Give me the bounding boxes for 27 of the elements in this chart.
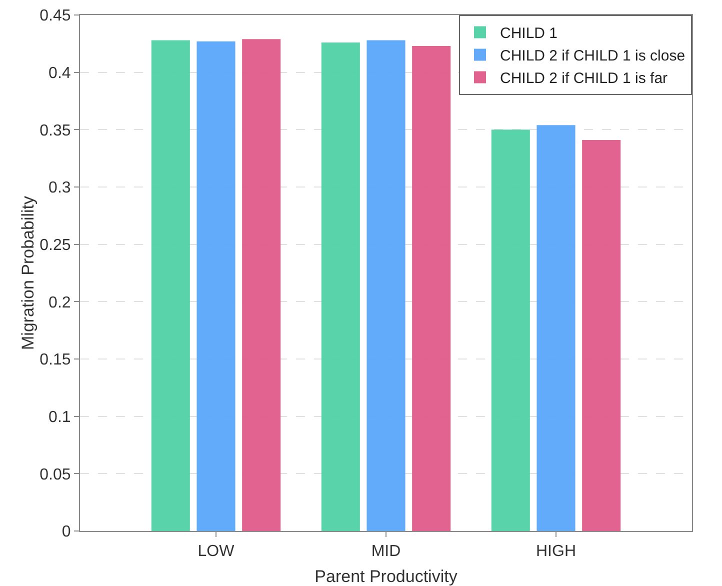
bar bbox=[196, 41, 236, 531]
bar bbox=[151, 40, 190, 531]
bar bbox=[366, 40, 406, 531]
x-axis-title: Parent Productivity bbox=[314, 567, 458, 586]
y-tick-label: 0.35 bbox=[40, 122, 71, 140]
x-tick-label: HIGH bbox=[536, 543, 576, 560]
y-tick-label: 0.25 bbox=[40, 236, 71, 254]
y-tick-label: 0.05 bbox=[40, 466, 71, 484]
y-tick-label: 0.3 bbox=[48, 180, 71, 197]
bar bbox=[242, 39, 281, 531]
bar bbox=[412, 46, 451, 531]
y-tick-label: 0.4 bbox=[48, 64, 71, 82]
y-axis-title: Migration Probability bbox=[18, 195, 38, 350]
x-tick-label: MID bbox=[371, 543, 401, 560]
legend-label: CHILD 2 if CHILD 1 is far bbox=[500, 70, 668, 88]
bar bbox=[491, 130, 530, 531]
y-tick-label: 0.2 bbox=[48, 294, 71, 312]
legend-label: CHILD 2 if CHILD 1 is close bbox=[500, 48, 686, 65]
y-tick-label: 0 bbox=[62, 524, 71, 541]
legend-label: CHILD 1 bbox=[500, 25, 558, 42]
x-tick-label: LOW bbox=[198, 543, 236, 560]
bar bbox=[582, 140, 621, 531]
y-tick-label: 0.1 bbox=[48, 408, 71, 426]
bar bbox=[536, 125, 576, 531]
bar bbox=[321, 42, 360, 531]
y-tick-label: 0.15 bbox=[40, 352, 71, 369]
y-tick-label: 0.45 bbox=[40, 8, 71, 25]
